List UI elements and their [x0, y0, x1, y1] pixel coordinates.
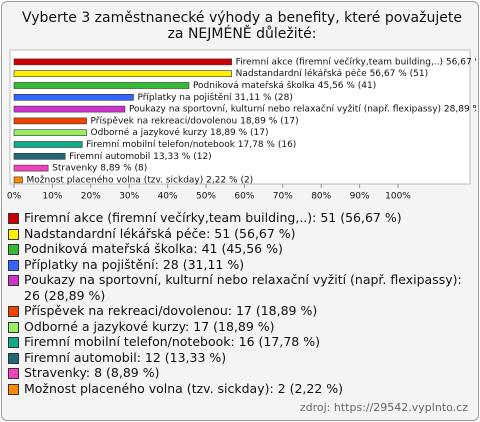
- legend-label: Příspěvek na rekreaci/dovolenou: 17 (18,…: [24, 303, 318, 318]
- legend-item: Podniková mateřská školka: 41 (45,56 %): [8, 241, 474, 257]
- bar: [13, 117, 87, 125]
- legend-item: Příplatky na pojištění: 28 (31,11 %): [8, 257, 474, 273]
- bar: [13, 141, 83, 148]
- legend-label: Stravenky: 8 (8,89 %): [24, 365, 160, 380]
- x-tick-label: 70%: [273, 192, 293, 202]
- legend-swatch: [8, 259, 19, 271]
- legend-swatch: [8, 275, 19, 286]
- legend-label: Odborné a jazykové kurzy: 17 (18,89 %): [24, 318, 275, 334]
- legend-swatch: [8, 244, 19, 255]
- value-label: Příplatky na pojištění 31,11 % (28): [137, 92, 292, 103]
- legend-swatch: [8, 228, 19, 240]
- legend-item: Nadstandardní lékářská péče: 51 (56,67 %…: [8, 226, 474, 242]
- legend-label: Příplatky na pojištění: 28 (31,11 %): [24, 256, 245, 272]
- legend-label: Nadstandardní lékářská péče: 51 (56,67 %…: [24, 225, 296, 241]
- legend-label: Firemní akce (firemní večírky,team build…: [24, 210, 402, 225]
- legend-item: Poukazy na sportovní, kulturní nebo rela…: [8, 272, 474, 303]
- value-label: Firemní mobilní telefon/notebook 17,78 %…: [86, 140, 296, 150]
- bar: [13, 164, 49, 172]
- chart-title: Vyberte 3 zaměstnanecké výhody a benefit…: [22, 10, 462, 42]
- legend-label: Firemní automobil: 12 (13,33 %): [24, 349, 227, 365]
- legend-label: Poukazy na sportovní, kulturní nebo rela…: [24, 272, 462, 303]
- x-tick-label: 0%: [7, 192, 22, 202]
- bar: [13, 82, 190, 89]
- legend-label: Možnost placeného volna (tzv. sickday): …: [24, 380, 344, 396]
- bar: [13, 93, 134, 101]
- x-tick-label: 40%: [158, 192, 178, 202]
- value-label: Odborné a jazykové kurzy 18,89 % (17): [91, 127, 269, 138]
- value-label: Nadstandardní lékářská péče 56,67 % (51): [236, 68, 428, 79]
- x-tick-label: 80%: [311, 192, 331, 202]
- legend-label: Firemní mobilní telefon/notebook: 16 (17…: [24, 334, 320, 349]
- legend-item: Firemní automobil: 12 (13,33 %): [8, 350, 474, 366]
- bar: [13, 105, 126, 113]
- x-tick-label: 20%: [81, 192, 101, 202]
- value-label: Firemní akce (firemní večírky,team build…: [236, 56, 476, 67]
- x-tick-label: 30%: [119, 192, 139, 202]
- legend-swatch: [8, 213, 19, 224]
- legend-item: Odborné a jazykové kurzy: 17 (18,89 %): [8, 319, 474, 335]
- x-tick-label: 10%: [42, 192, 62, 202]
- x-tick-label: 60%: [234, 192, 254, 202]
- bar: [13, 153, 66, 160]
- legend-item: Firemní akce (firemní večírky,team build…: [8, 210, 474, 226]
- legend: Firemní akce (firemní večírky,team build…: [8, 210, 474, 396]
- value-label: Poukazy na sportovní, kulturní nebo rela…: [129, 104, 476, 115]
- bar: [13, 176, 23, 184]
- source: zdroj: https://29542.vyplnto.cz: [299, 401, 468, 414]
- value-label: Příspěvek na rekreaci/dovolenou 18,89 % …: [91, 116, 299, 126]
- chart: 0% 10% 20% 30% 40% 50% 60% 70% 80% 90% 100% Firemní…: [7, 49, 476, 202]
- legend-swatch: [8, 321, 19, 333]
- value-label: Firemní automobil 13,33 % (12): [69, 152, 212, 162]
- legend-swatch: [8, 337, 19, 348]
- legend-label: Podniková mateřská školka: 41 (45,56 %): [24, 241, 283, 256]
- legend-item: Stravenky: 8 (8,89 %): [8, 365, 474, 381]
- bar: [13, 58, 232, 66]
- x-tick-label: 90%: [350, 192, 370, 202]
- x-tick-label: 100%: [385, 192, 411, 202]
- legend-swatch: [8, 383, 19, 395]
- legend-swatch: [8, 368, 19, 379]
- legend-item: Možnost placeného volna (tzv. sickday): …: [8, 381, 474, 397]
- x-tick-label: 50%: [196, 192, 216, 202]
- legend-item: Firemní mobilní telefon/notebook: 16 (17…: [8, 334, 474, 350]
- legend-swatch: [8, 352, 19, 364]
- bar: [13, 129, 87, 136]
- value-label: Možnost placeného volna (tzv. sickday) 2…: [27, 174, 254, 185]
- bar: [13, 70, 232, 78]
- value-label: Podniková mateřská školka 45,56 % (41): [193, 80, 376, 91]
- legend-item: Příspěvek na rekreaci/dovolenou: 17 (18,…: [8, 303, 474, 319]
- value-label: Stravenky 8,89 % (8): [52, 164, 147, 174]
- legend-swatch: [8, 306, 19, 317]
